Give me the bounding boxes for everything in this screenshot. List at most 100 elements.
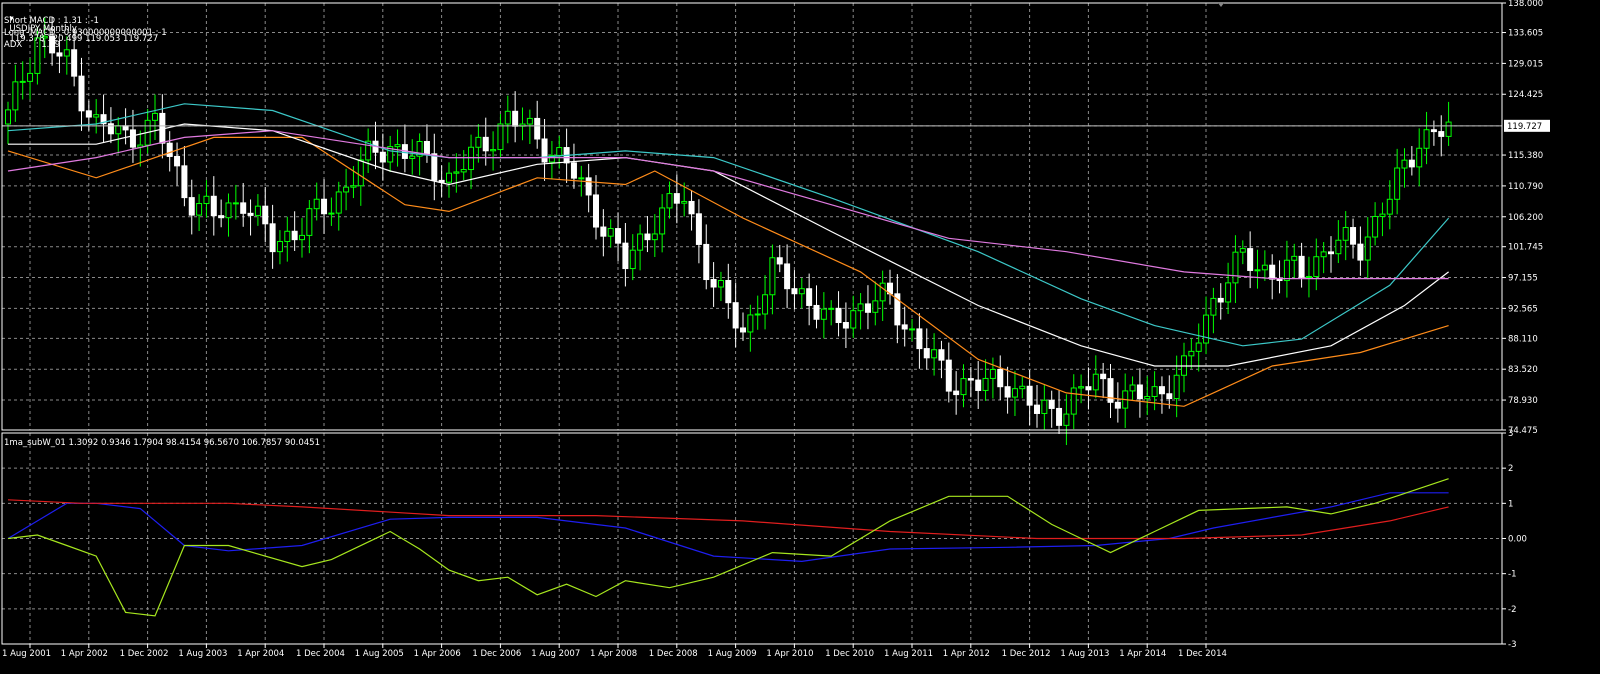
date-tick-label: 1 Dec 2010 <box>825 649 874 659</box>
candle <box>490 131 497 171</box>
candle <box>1048 390 1055 428</box>
candle-body <box>600 226 607 237</box>
candle <box>916 313 923 369</box>
candle <box>1372 202 1379 246</box>
candle <box>548 140 555 179</box>
candle <box>1386 180 1393 230</box>
candle <box>247 199 254 236</box>
candle-body <box>695 213 702 245</box>
candle-body <box>806 288 813 306</box>
candle <box>1445 101 1452 146</box>
candle-body <box>732 302 739 329</box>
price-tick-label: 110.790 <box>1508 182 1543 192</box>
candle-body <box>1004 386 1011 398</box>
candle-body <box>475 136 482 148</box>
candle-body <box>1144 395 1151 400</box>
candle <box>365 128 372 173</box>
candle <box>717 271 724 302</box>
candle-body <box>637 233 644 251</box>
candle <box>107 107 114 144</box>
price-tick-label: 106.200 <box>1508 213 1543 223</box>
candle <box>203 180 210 218</box>
oscillator-line <box>7 478 1449 617</box>
candle <box>1379 202 1386 237</box>
candle-body <box>842 322 849 329</box>
candle-body <box>1063 413 1070 426</box>
osc-tick-label: 0.00 <box>1508 535 1527 545</box>
candle-body <box>93 114 100 118</box>
candle <box>1313 238 1320 291</box>
candle <box>379 133 386 181</box>
candle <box>188 179 195 235</box>
candle <box>740 312 746 341</box>
candle-body <box>747 314 754 333</box>
candle-body <box>916 328 923 350</box>
candle <box>1357 226 1364 276</box>
candle-body <box>1166 393 1173 400</box>
price-tick-label: 138.000 <box>1508 0 1543 9</box>
candle <box>1122 373 1129 428</box>
candle-body <box>1335 239 1342 255</box>
candle <box>622 222 629 287</box>
candle-body <box>1011 388 1018 398</box>
candle-body <box>328 212 335 215</box>
candle <box>328 197 335 226</box>
candle-body <box>688 200 695 215</box>
candle-body <box>100 114 107 125</box>
candle <box>909 318 916 342</box>
candle <box>967 367 974 398</box>
candle <box>1438 115 1445 157</box>
osc-tick-label: 3 <box>1508 429 1513 439</box>
candle <box>56 40 63 74</box>
candle <box>593 175 599 240</box>
candle-body <box>923 348 930 359</box>
price-tick-label: 129.015 <box>1508 59 1543 69</box>
candle-body <box>1438 131 1445 137</box>
candle <box>482 117 489 166</box>
candle <box>960 364 967 408</box>
candle <box>19 61 26 100</box>
collapse-triangle-icon[interactable]: ▾ <box>9 14 14 24</box>
candle-body <box>975 379 982 391</box>
candle <box>872 281 879 326</box>
candle-body <box>482 136 489 152</box>
candle <box>754 295 761 330</box>
candle-body <box>379 151 386 163</box>
candle <box>387 135 394 172</box>
candle-body <box>541 138 548 163</box>
oscillator-line <box>7 492 1449 563</box>
candle <box>1350 218 1357 259</box>
candle-body <box>27 72 34 82</box>
candle <box>534 100 541 149</box>
candle <box>12 64 19 122</box>
candle-body <box>769 257 776 296</box>
candle <box>299 217 305 258</box>
candle <box>931 333 938 376</box>
candle-body <box>188 197 195 216</box>
candle-body <box>548 154 555 163</box>
candle <box>1173 355 1180 418</box>
chart-frame <box>1 2 1503 645</box>
candle <box>1298 242 1305 288</box>
candle-body <box>1217 297 1224 303</box>
candle-body <box>666 193 673 209</box>
candle-body <box>357 159 364 187</box>
candle-body <box>129 129 136 148</box>
candle <box>1276 260 1283 294</box>
candle <box>276 230 283 265</box>
symbol-label: USDJPY,Monthly <box>9 24 77 34</box>
candle <box>850 295 857 339</box>
candle-body <box>247 212 254 216</box>
candle-body <box>1151 386 1158 397</box>
osc-tick-label: 2 <box>1508 464 1513 474</box>
candle-body <box>1364 236 1371 261</box>
moving-average-line <box>7 130 1449 280</box>
candle <box>938 340 945 379</box>
candle <box>784 244 791 309</box>
candle <box>1291 243 1298 279</box>
candle-body <box>1394 167 1401 200</box>
candle <box>901 306 908 347</box>
candle-body <box>1239 248 1246 253</box>
date-tick-label: 1 Dec 2006 <box>472 649 521 659</box>
